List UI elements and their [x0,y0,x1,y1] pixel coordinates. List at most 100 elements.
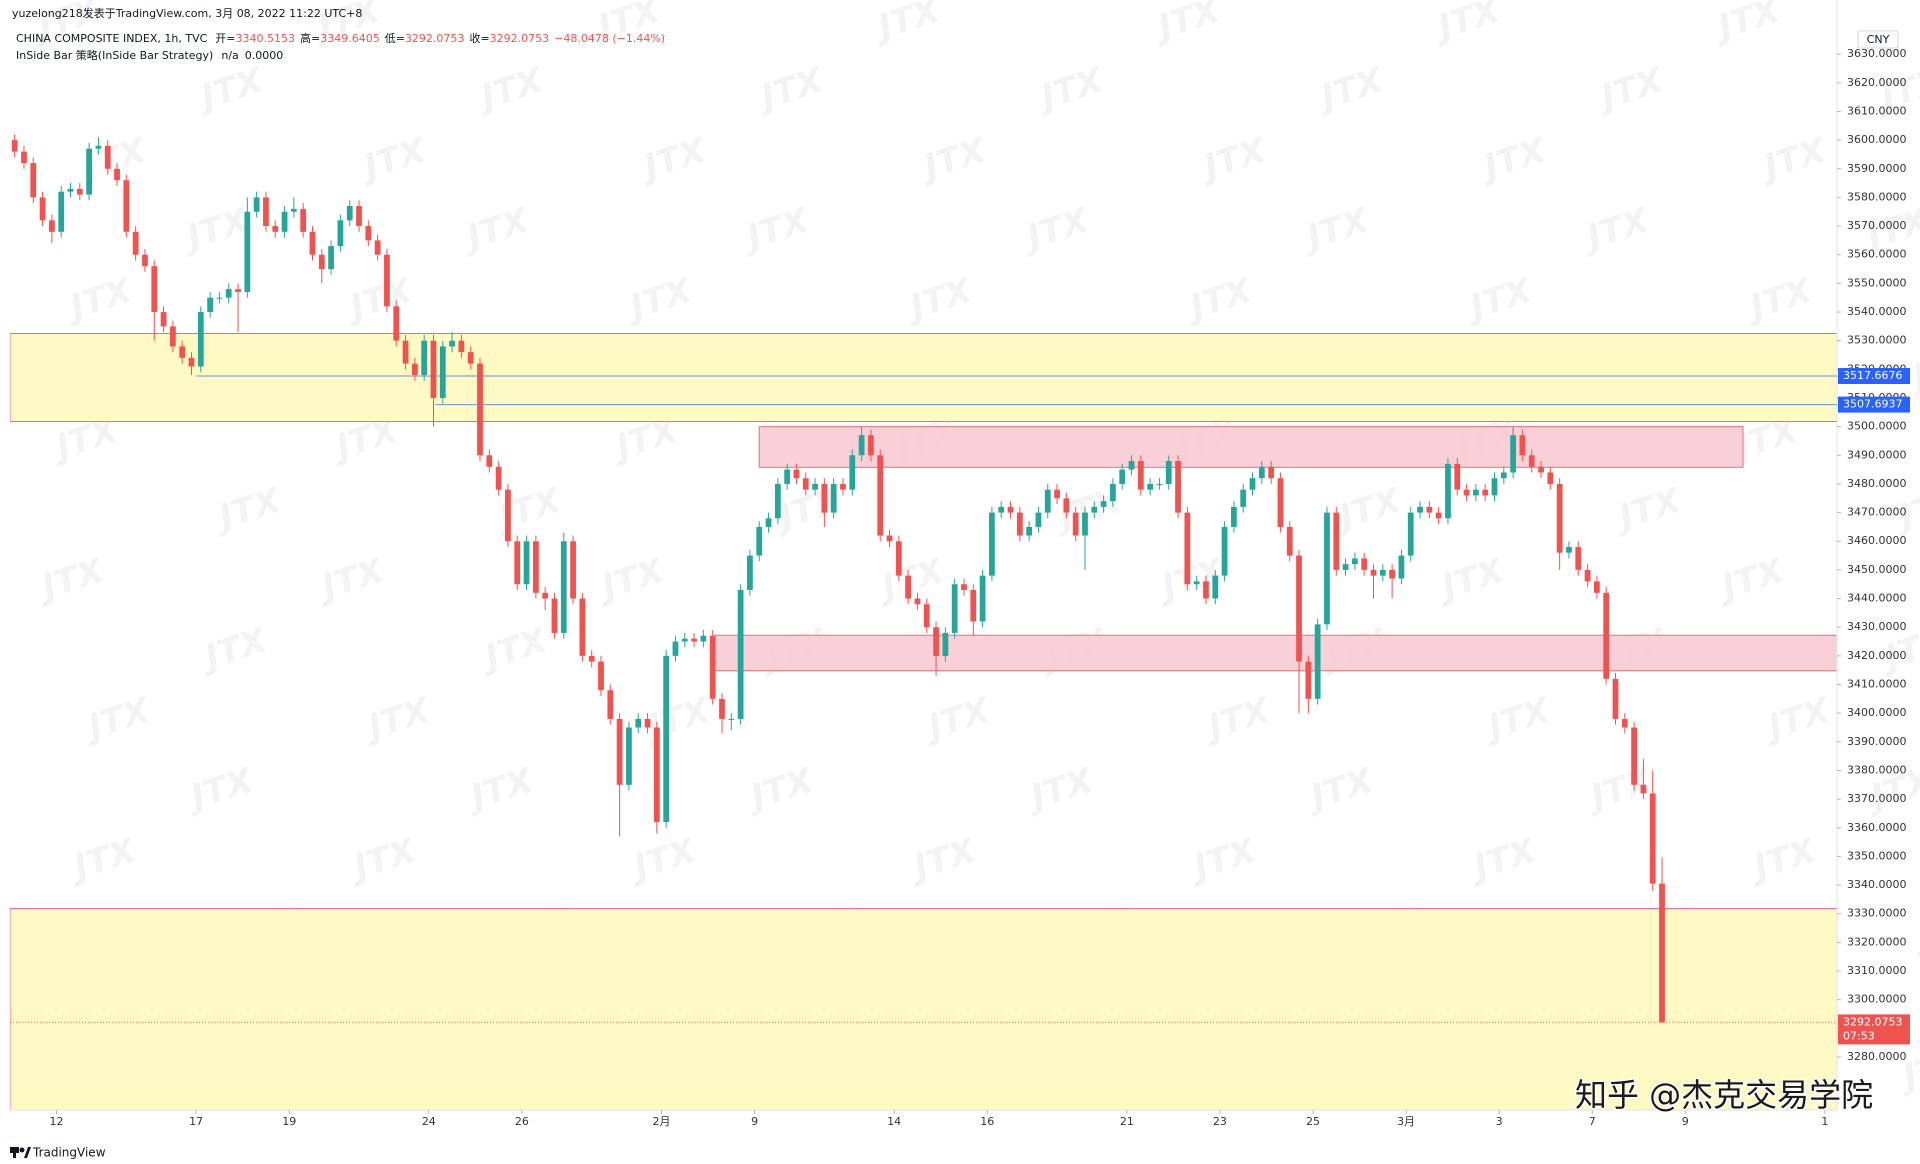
candle-body [1137,461,1144,490]
candle-body [542,592,549,599]
candle-body [653,727,660,823]
y-tick-label: 3350.0000 [1847,849,1907,862]
x-tick-label: 23 [1213,1115,1227,1128]
y-tick-label: 3370.0000 [1847,792,1907,805]
candle-body [923,604,930,628]
candle-body [1575,546,1582,570]
candle-body [1500,472,1507,479]
y-tick-label: 3380.0000 [1847,763,1907,776]
candle-body [123,180,130,232]
candle-body [179,346,186,358]
candle-body [830,483,837,513]
candle-body [579,598,586,656]
strategy-status: n/a [221,49,238,62]
candle-body [961,584,967,590]
candle-body [1165,461,1172,484]
level-price-box [1838,396,1910,413]
level-price-label: 3507.6937 [1843,398,1903,411]
symbol-line: CHINA COMPOSITE INDEX, 1h, TVC 开=3340.515… [16,31,665,45]
candle-body [1072,512,1079,536]
candle-body [1510,435,1516,473]
y-tick-label: 3480.0000 [1847,477,1907,490]
candle-body [1612,678,1619,719]
x-tick-label: 26 [515,1115,529,1128]
candle-body [505,489,511,542]
y-tick-label: 3320.0000 [1847,935,1907,948]
candle-body [30,163,37,198]
candle-body [318,254,325,270]
candle-body [421,340,428,376]
candle-body [142,254,148,267]
candle-body [1659,883,1665,1023]
candle-body [1286,526,1293,556]
candle-body [1426,506,1433,513]
candle-body [477,363,483,456]
candle-body [1361,558,1368,570]
candle-body [1556,483,1563,553]
candle-body [1007,506,1014,513]
ohlc-value: 3340.5153 [236,32,296,45]
candle-body [188,357,195,367]
candle-body [86,148,92,195]
zone [758,426,1744,468]
candle-body [1147,483,1154,490]
candle-body [663,655,670,823]
candle-body [607,690,614,719]
candle-body [76,188,83,195]
candle-body [1044,489,1051,513]
candle-body [346,206,353,221]
candle-body [588,655,595,662]
candle-body [402,340,409,364]
candle-body [886,535,893,542]
candle-body [1231,506,1237,527]
candle-body [1203,581,1209,599]
candle-body [337,220,344,247]
tradingview-label: TradingView [32,1146,106,1160]
zone [10,908,1837,1110]
candle-body [1342,564,1349,570]
candle-body [1082,512,1088,536]
y-tick-label: 3530.0000 [1847,334,1907,347]
candle-body [933,627,939,656]
strategy-line: InSide Bar 策略(InSide Bar Strategy) n/a 0.0… [16,48,283,62]
candle-body [1538,466,1544,473]
candle-body [169,326,176,347]
candle-body [598,661,604,691]
candle-body [1352,558,1358,565]
y-tick-label: 3600.0000 [1847,133,1907,146]
y-tick-label: 3440.0000 [1847,592,1907,605]
last-price-label: 3292.0753 [1843,1015,1903,1028]
candle-body [560,541,567,633]
candle-body [700,635,707,642]
currency-box[interactable] [1857,30,1899,49]
candle-body [635,718,642,728]
candle-body [1258,466,1265,479]
ohlc-label: 低= [385,32,405,45]
candle-body [1100,501,1107,507]
y-tick-label: 3550.0000 [1847,276,1907,289]
level-price-box [1838,368,1910,385]
candle-body [1128,461,1135,470]
candle-body [514,541,521,585]
candle-body [1640,784,1647,794]
candle-body [1314,624,1321,699]
tradingview-logo [10,1147,31,1158]
candle-body [905,575,912,599]
zone [714,634,1837,672]
candle-body [1026,526,1033,536]
candle-body [858,435,865,456]
y-tick-label: 3280.0000 [1847,1050,1907,1063]
x-tick-label: 24 [422,1115,436,1128]
candle-body [95,145,102,149]
candle-body [1221,526,1228,576]
candle-body [812,483,818,490]
candle-body [1584,569,1591,582]
candle-body [1491,478,1498,496]
candle-body [849,455,856,490]
ohlc-label: 高= [300,31,320,45]
candle-body [1333,512,1340,570]
candle-body [551,598,558,633]
candle-body [467,352,474,364]
credit: 知乎 @杰克交易学院 [1575,1076,1873,1114]
